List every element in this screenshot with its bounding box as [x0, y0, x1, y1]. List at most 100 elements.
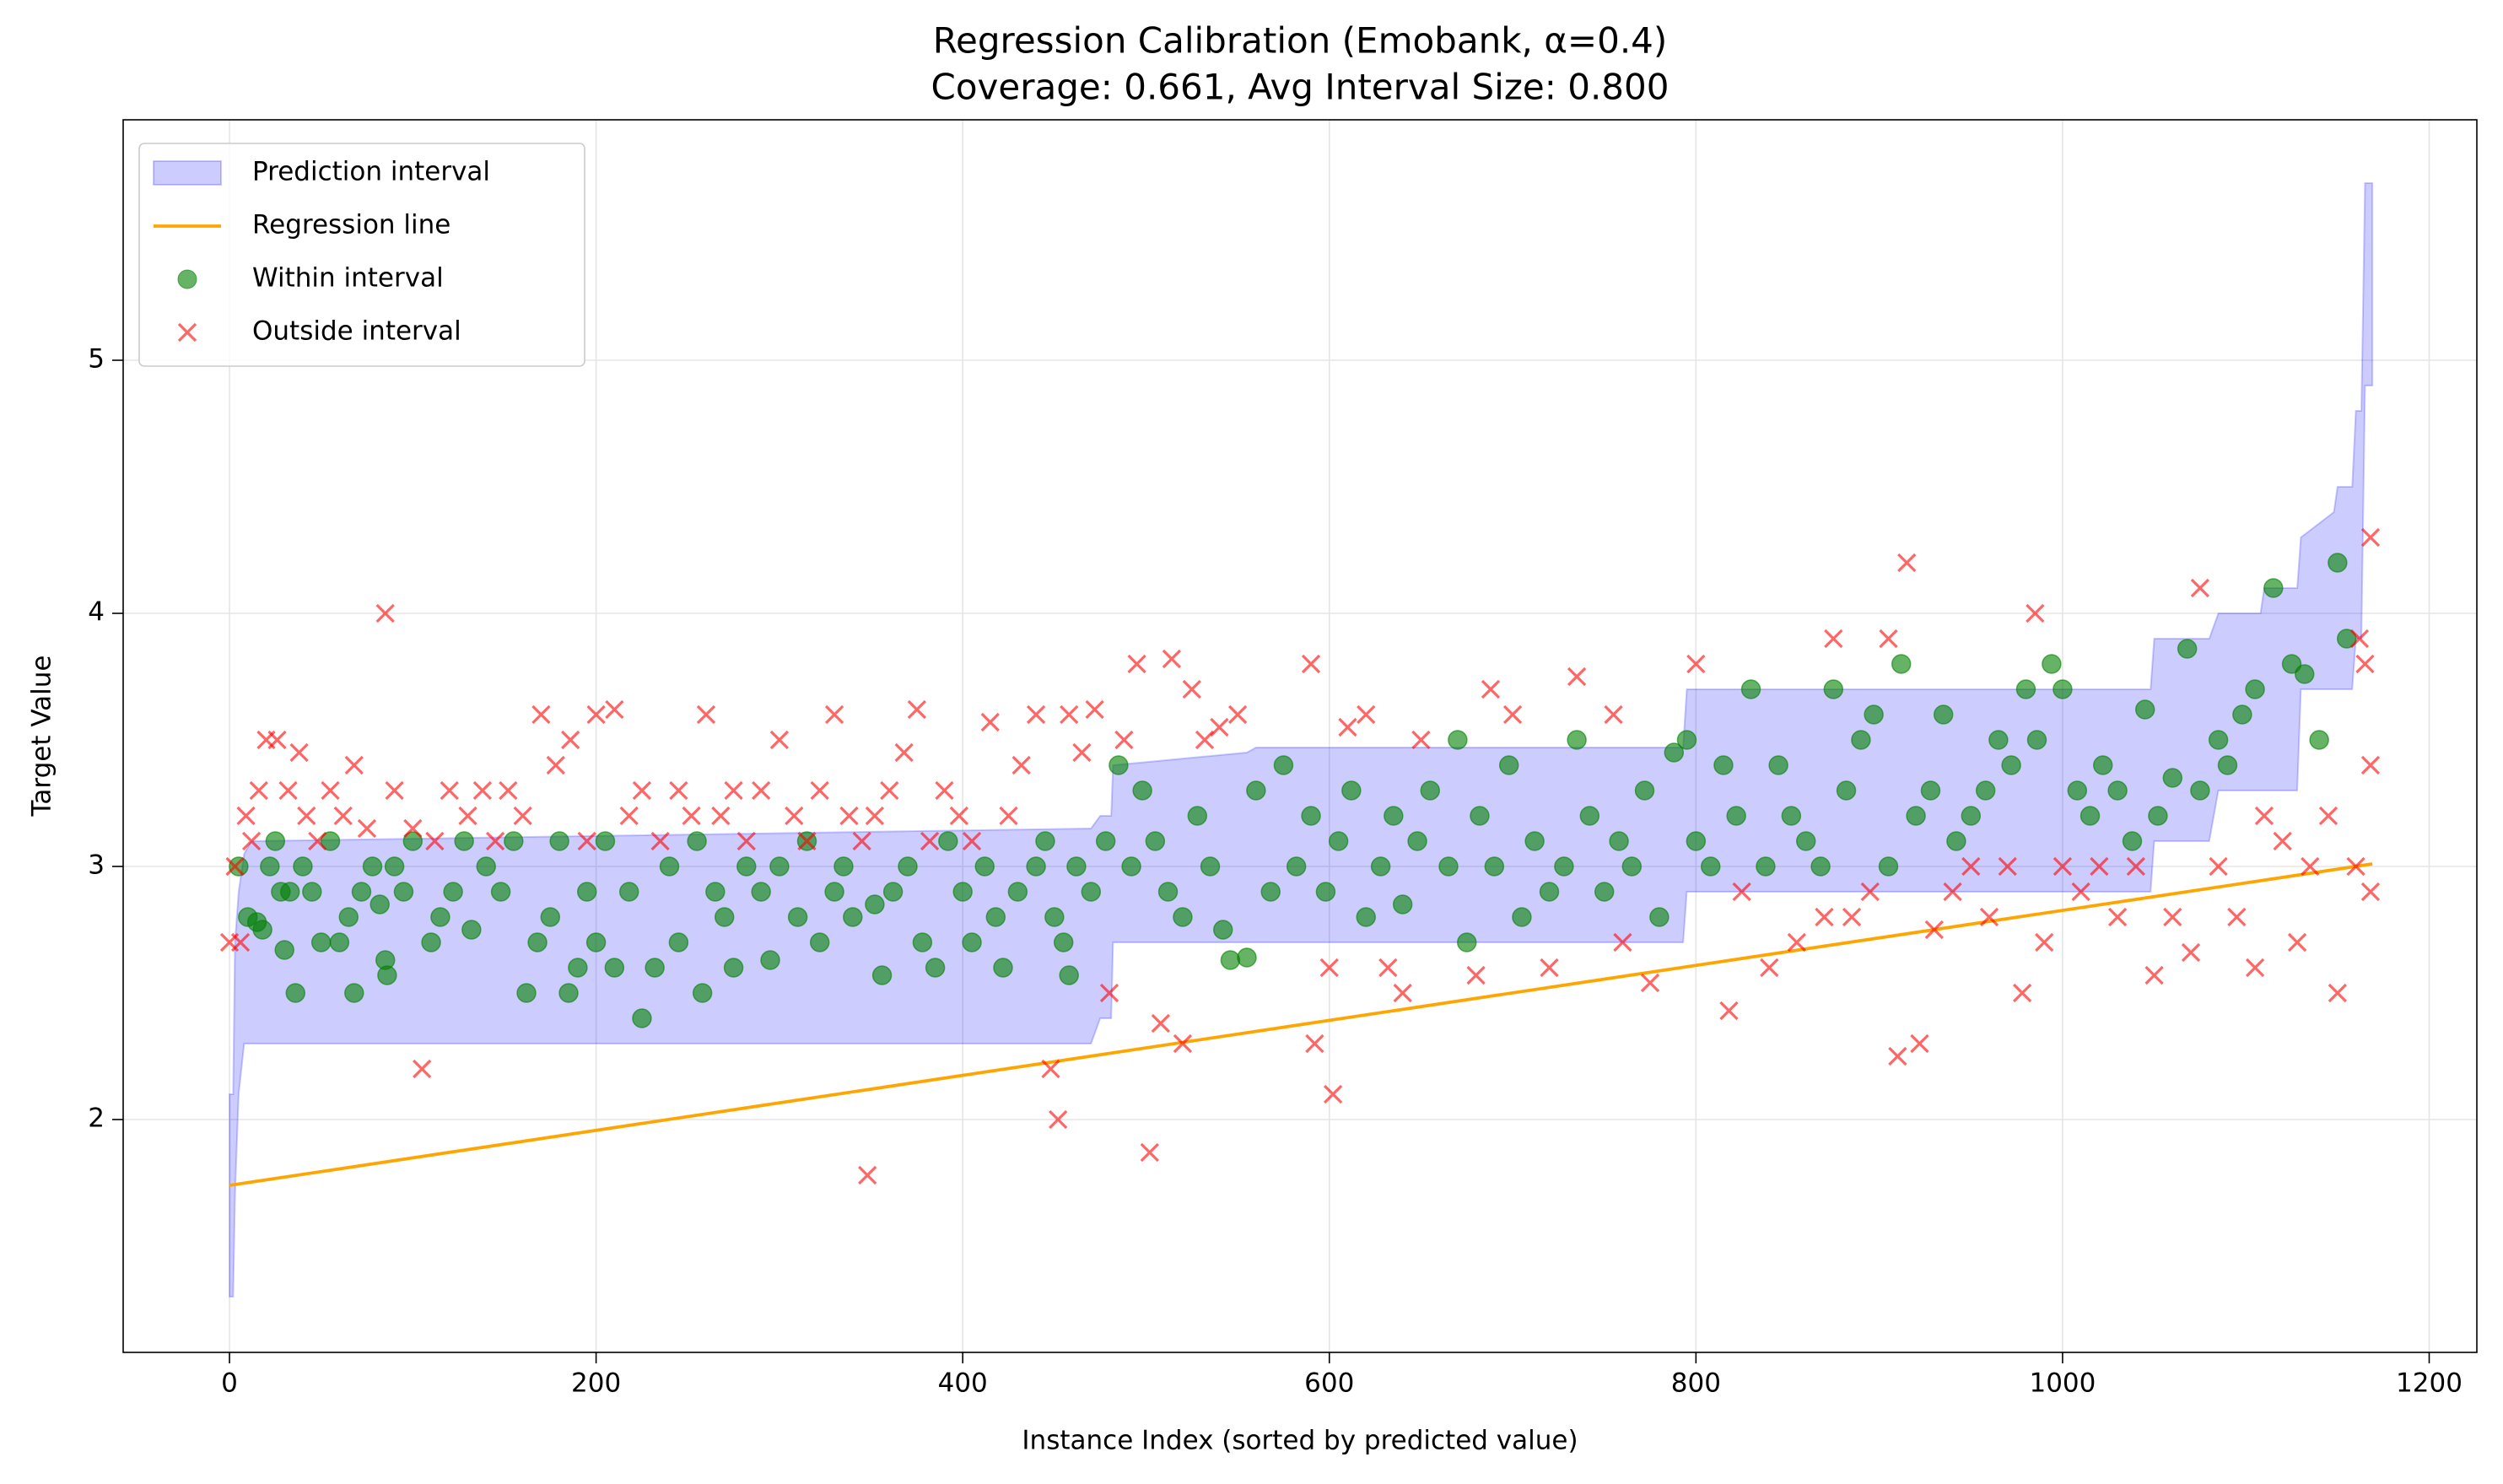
outside-point: [810, 780, 829, 801]
legend-label: Within interval: [252, 263, 444, 294]
within-point: [393, 882, 414, 902]
within-point: [1392, 894, 1413, 915]
within-point: [402, 831, 423, 851]
within-point: [985, 907, 1006, 927]
within-point: [809, 932, 830, 952]
outside-point: [865, 806, 885, 826]
within-point: [1420, 780, 1441, 801]
within-point: [2336, 629, 2357, 649]
outside-point: [1613, 932, 1632, 952]
outside-point: [797, 831, 817, 851]
outside-point: [1195, 730, 1215, 750]
outside-point: [289, 742, 309, 763]
legend-swatch: [153, 160, 222, 186]
within-point: [962, 932, 982, 952]
within-point: [751, 882, 771, 902]
within-point: [974, 856, 995, 877]
within-point: [714, 907, 735, 927]
within-point: [1053, 932, 1074, 952]
within-point: [260, 856, 280, 877]
outside-point: [357, 818, 377, 839]
within-point: [865, 894, 885, 915]
within-point: [1484, 856, 1505, 877]
outside-point: [894, 742, 914, 763]
outside-point: [2053, 856, 2073, 877]
outside-point: [1979, 907, 1999, 927]
within-point: [1609, 831, 1629, 851]
within-point: [1370, 856, 1391, 877]
outside-point: [1686, 654, 1706, 674]
within-point: [1676, 730, 1697, 750]
outside-point: [225, 856, 245, 877]
outside-point: [1114, 730, 1134, 750]
legend-label: Regression line: [252, 210, 450, 240]
within-point: [824, 882, 844, 902]
within-point: [2294, 664, 2315, 684]
within-point: [1438, 856, 1459, 877]
outside-point: [499, 780, 518, 801]
within-point: [938, 831, 958, 851]
within-point: [1664, 742, 1685, 763]
within-point: [659, 856, 680, 877]
within-point: [769, 856, 790, 877]
within-point: [320, 831, 341, 851]
outside-point: [1227, 704, 1248, 725]
within-point: [2177, 639, 2198, 659]
outside-point: [577, 831, 596, 851]
outside-point: [2349, 629, 2370, 649]
within-point: [585, 932, 607, 952]
outside-point: [2181, 942, 2201, 963]
outside-point: [1085, 699, 1104, 720]
within-point: [787, 907, 808, 927]
outside-point: [2163, 907, 2182, 927]
outside-point: [2360, 882, 2381, 902]
outside-point: [249, 780, 268, 801]
within-point: [1933, 704, 1954, 725]
outside-point: [278, 780, 298, 801]
outside-point: [403, 818, 423, 839]
outside-point: [619, 806, 639, 826]
within-point: [443, 882, 463, 902]
within-point: [604, 958, 625, 978]
outside-point: [297, 806, 316, 826]
within-point: [1700, 856, 1721, 877]
within-point: [1713, 755, 1734, 775]
outside-point: [440, 780, 459, 801]
outside-point: [2107, 907, 2128, 927]
within-point: [1456, 932, 1477, 952]
chart-subtitle: Coverage: 0.661, Avg Interval Size: 0.80…: [931, 67, 1670, 108]
within-point: [668, 932, 689, 952]
within-point: [516, 983, 537, 1003]
within-point: [540, 907, 561, 927]
x-tick-label: 1000: [2029, 1368, 2096, 1399]
y-tick-label: 5: [88, 344, 105, 375]
outside-point: [752, 780, 771, 801]
within-point: [1081, 882, 1102, 902]
within-point: [1026, 856, 1046, 877]
outside-point: [2318, 806, 2338, 826]
outside-point: [824, 704, 844, 725]
y-tick-label: 2: [88, 1104, 105, 1134]
within-point: [618, 882, 639, 902]
outside-point: [1604, 704, 1623, 725]
outside-point: [669, 780, 688, 801]
within-point: [1220, 950, 1241, 970]
outside-point: [1338, 717, 1357, 737]
outside-point: [1924, 920, 1944, 940]
outside-point: [1319, 958, 1339, 978]
outside-point: [980, 712, 1000, 732]
within-point: [2148, 806, 2168, 826]
within-point: [1121, 856, 1141, 877]
within-point: [476, 856, 496, 877]
outside-point: [711, 806, 731, 826]
within-point: [1906, 806, 1926, 826]
within-point: [2042, 654, 2062, 674]
outside-point: [1099, 983, 1119, 1003]
within-point: [2263, 578, 2284, 598]
outside-point: [267, 730, 287, 750]
within-point: [632, 1008, 652, 1028]
within-point: [1864, 704, 1884, 725]
within-point: [1836, 780, 1857, 801]
y-tick-label: 3: [88, 850, 105, 881]
within-point: [1878, 856, 1899, 877]
